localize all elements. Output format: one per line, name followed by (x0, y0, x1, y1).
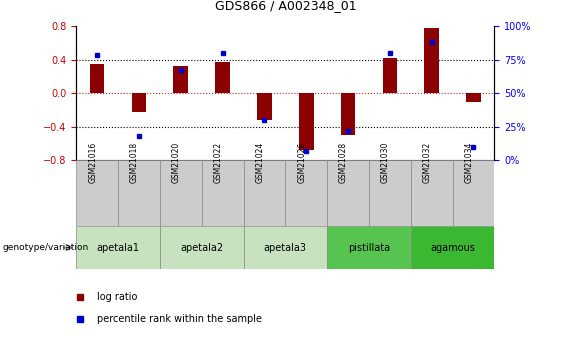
Text: percentile rank within the sample: percentile rank within the sample (97, 314, 262, 324)
Bar (466, 93, 481, 101)
Bar (299, 93, 314, 150)
Text: GDS866 / A002348_01: GDS866 / A002348_01 (215, 0, 356, 12)
Bar (160, 160, 202, 226)
Bar (327, 160, 369, 226)
Text: GSM21026: GSM21026 (297, 142, 306, 183)
Text: apetala2: apetala2 (180, 243, 223, 253)
Bar (383, 58, 397, 93)
Bar (285, 160, 327, 226)
Bar (160, 226, 244, 269)
Text: pistillata: pistillata (348, 243, 390, 253)
Text: agamous: agamous (430, 243, 475, 253)
Bar (90, 64, 105, 93)
Text: GSM21018: GSM21018 (130, 142, 139, 183)
Text: apetala1: apetala1 (97, 243, 140, 253)
Bar (202, 160, 244, 226)
Text: log ratio: log ratio (97, 293, 137, 302)
Bar (453, 160, 494, 226)
Text: GSM21030: GSM21030 (381, 142, 390, 183)
Bar (327, 226, 411, 269)
Bar (369, 160, 411, 226)
Text: GSM21032: GSM21032 (423, 142, 432, 183)
Bar (173, 66, 188, 93)
Bar (132, 93, 146, 112)
Text: GSM21024: GSM21024 (255, 142, 264, 183)
Text: GSM21016: GSM21016 (88, 142, 97, 183)
Text: GSM21022: GSM21022 (214, 142, 223, 183)
Bar (411, 160, 453, 226)
Text: GSM21020: GSM21020 (172, 142, 181, 183)
Text: GSM21028: GSM21028 (339, 142, 348, 183)
Bar (424, 28, 439, 93)
Text: genotype/variation: genotype/variation (3, 243, 89, 252)
Bar (244, 226, 327, 269)
Bar (76, 226, 160, 269)
Text: apetala3: apetala3 (264, 243, 307, 253)
Bar (244, 160, 285, 226)
Bar (118, 160, 160, 226)
Text: GSM21034: GSM21034 (464, 142, 473, 183)
Bar (257, 93, 272, 120)
Bar (411, 226, 494, 269)
Bar (341, 93, 355, 135)
Bar (76, 160, 118, 226)
Bar (215, 62, 230, 93)
